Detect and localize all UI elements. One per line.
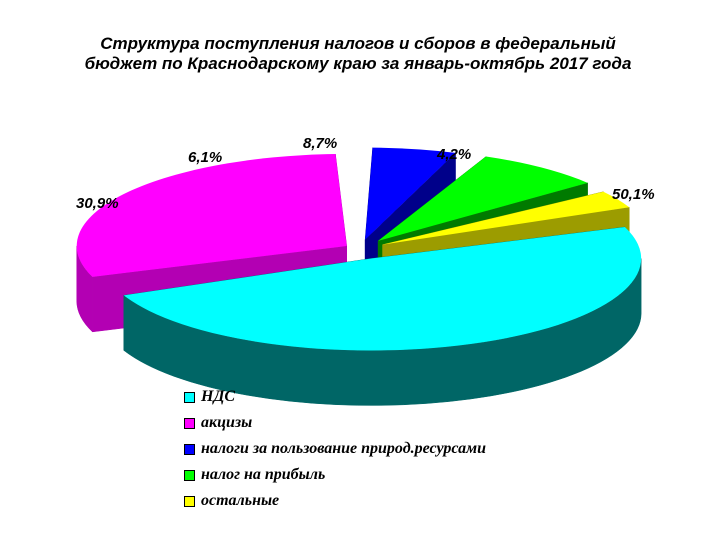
pie-slice xyxy=(365,147,456,240)
legend-label: налоги за пользование природ.ресурсами xyxy=(201,440,486,457)
data-label: 8,7% xyxy=(303,135,337,152)
pie-slice xyxy=(76,154,347,277)
legend-label: акцизы xyxy=(201,414,253,431)
data-label: 6,1% xyxy=(188,149,222,166)
data-label: 50,1% xyxy=(612,186,655,203)
legend-item: остальные xyxy=(184,488,486,514)
chart-title-line-1: Структура поступления налогов и сборов в… xyxy=(100,34,616,53)
pie-slice xyxy=(378,156,588,241)
legend-swatch xyxy=(184,443,195,455)
data-label: 4,2% xyxy=(436,146,471,163)
legend-label: остальные xyxy=(201,492,280,509)
legend-swatch xyxy=(184,469,195,481)
pie-slice-side xyxy=(123,258,642,406)
legend-item: акцизы xyxy=(184,410,486,436)
pie-slice xyxy=(382,191,630,245)
legend: НДС акцизы налоги за пользование природ.ре… xyxy=(184,384,486,514)
legend-item: налог на прибыль xyxy=(184,462,486,488)
data-label: 30,9% xyxy=(76,195,119,212)
legend-swatch xyxy=(184,417,195,429)
legend-item: налоги за пользование природ.ресурсами xyxy=(184,436,486,462)
legend-swatch xyxy=(184,391,195,403)
pie-tops xyxy=(76,147,642,351)
legend-item: НДС xyxy=(184,384,486,410)
legend-swatch xyxy=(184,495,195,507)
pie-slice xyxy=(123,227,642,351)
chart-title: Структура поступления налогов и сборов в… xyxy=(40,34,676,74)
chart-title-line-2: бюджет по Краснодарскому краю за январь-… xyxy=(84,54,632,73)
legend-label: налог на прибыль xyxy=(201,466,326,483)
legend-label: НДС xyxy=(201,388,236,405)
